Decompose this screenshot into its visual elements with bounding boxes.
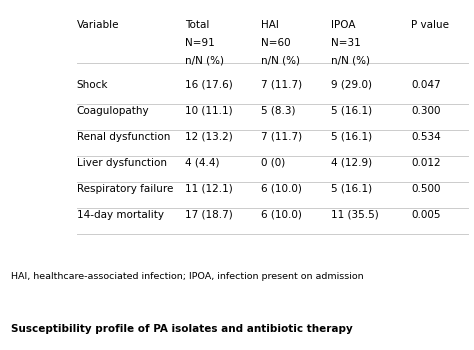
Text: 5 (16.1): 5 (16.1)	[331, 132, 373, 142]
Text: HAI, healthcare-associated infection; IPOA, infection present on admission: HAI, healthcare-associated infection; IP…	[11, 272, 364, 281]
Text: 0.500: 0.500	[411, 184, 441, 194]
Text: 9 (29.0): 9 (29.0)	[331, 79, 372, 90]
Text: 5 (16.1): 5 (16.1)	[331, 106, 373, 116]
Text: N=91: N=91	[185, 38, 215, 48]
Text: n/N (%): n/N (%)	[261, 55, 300, 65]
Text: IPOA: IPOA	[331, 21, 356, 30]
Text: P value: P value	[411, 21, 449, 30]
Text: 4 (4.4): 4 (4.4)	[185, 158, 219, 168]
Text: Susceptibility profile of PA isolates and antibiotic therapy: Susceptibility profile of PA isolates an…	[11, 324, 353, 334]
Text: 0.534: 0.534	[411, 132, 441, 142]
Text: 7 (11.7): 7 (11.7)	[261, 132, 301, 142]
Text: n/N (%): n/N (%)	[185, 55, 224, 65]
Text: 6 (10.0): 6 (10.0)	[261, 184, 301, 194]
Text: 0.300: 0.300	[411, 106, 441, 116]
Text: HAI: HAI	[261, 21, 278, 30]
Text: 17 (18.7): 17 (18.7)	[185, 210, 233, 220]
Text: Respiratory failure: Respiratory failure	[77, 184, 173, 194]
Text: 11 (12.1): 11 (12.1)	[185, 184, 233, 194]
Text: n/N (%): n/N (%)	[331, 55, 370, 65]
Text: N=60: N=60	[261, 38, 290, 48]
Text: 0 (0): 0 (0)	[261, 158, 285, 168]
Text: Variable: Variable	[77, 21, 119, 30]
Text: 4 (12.9): 4 (12.9)	[331, 158, 373, 168]
Text: 10 (11.1): 10 (11.1)	[185, 106, 233, 116]
Text: Shock: Shock	[77, 79, 108, 90]
Text: 7 (11.7): 7 (11.7)	[261, 79, 301, 90]
Text: 6 (10.0): 6 (10.0)	[261, 210, 301, 220]
Text: Renal dysfunction: Renal dysfunction	[77, 132, 170, 142]
Text: 14-day mortality: 14-day mortality	[77, 210, 164, 220]
Text: Coagulopathy: Coagulopathy	[77, 106, 149, 116]
Text: 16 (17.6): 16 (17.6)	[185, 79, 233, 90]
Text: 11 (35.5): 11 (35.5)	[331, 210, 379, 220]
Text: Total: Total	[185, 21, 210, 30]
Text: 5 (8.3): 5 (8.3)	[261, 106, 295, 116]
Text: Liver dysfunction: Liver dysfunction	[77, 158, 167, 168]
Text: 0.012: 0.012	[411, 158, 441, 168]
Text: 5 (16.1): 5 (16.1)	[331, 184, 373, 194]
Text: 0.047: 0.047	[411, 79, 441, 90]
Text: 12 (13.2): 12 (13.2)	[185, 132, 233, 142]
Text: 0.005: 0.005	[411, 210, 441, 220]
Text: N=31: N=31	[331, 38, 361, 48]
